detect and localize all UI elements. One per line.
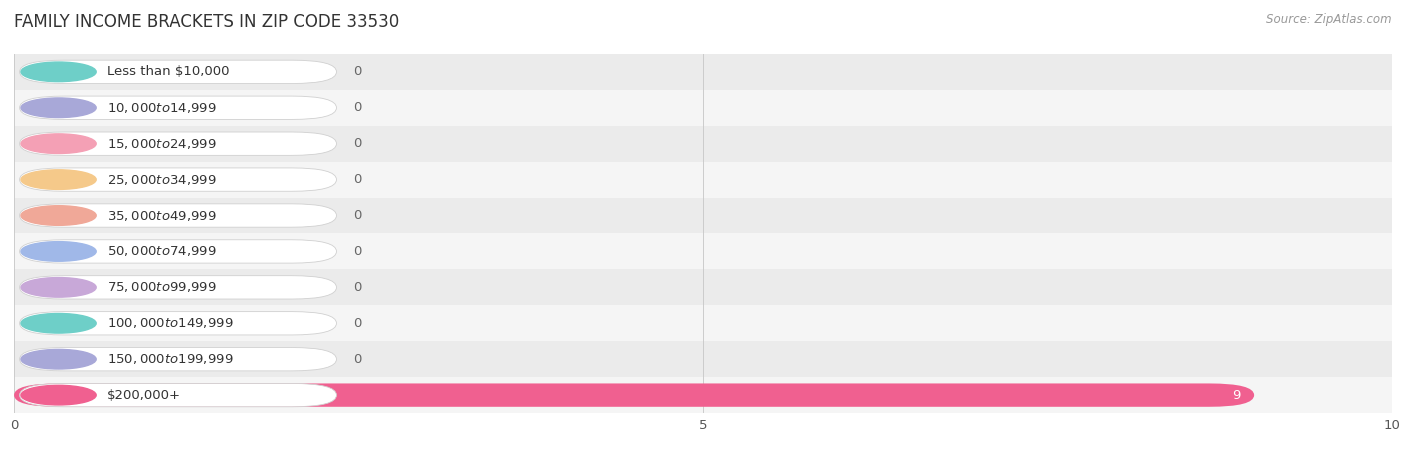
Text: $75,000 to $99,999: $75,000 to $99,999 [107, 280, 217, 295]
FancyBboxPatch shape [20, 383, 336, 407]
FancyBboxPatch shape [14, 383, 1254, 407]
Circle shape [21, 385, 96, 405]
Circle shape [21, 98, 96, 118]
Text: 0: 0 [353, 353, 361, 365]
Text: $15,000 to $24,999: $15,000 to $24,999 [107, 136, 217, 151]
FancyBboxPatch shape [20, 168, 336, 191]
FancyBboxPatch shape [20, 96, 336, 119]
Text: 0: 0 [353, 281, 361, 294]
Text: 9: 9 [1232, 389, 1240, 401]
Text: $25,000 to $34,999: $25,000 to $34,999 [107, 172, 217, 187]
FancyBboxPatch shape [20, 132, 336, 155]
Text: 0: 0 [353, 137, 361, 150]
FancyBboxPatch shape [14, 162, 1392, 198]
Text: $50,000 to $74,999: $50,000 to $74,999 [107, 244, 217, 259]
Text: $150,000 to $199,999: $150,000 to $199,999 [107, 352, 233, 366]
Text: 0: 0 [353, 101, 361, 114]
FancyBboxPatch shape [14, 377, 1392, 413]
Circle shape [21, 206, 96, 225]
FancyBboxPatch shape [14, 126, 1392, 162]
FancyBboxPatch shape [20, 276, 336, 299]
Circle shape [21, 277, 96, 297]
Text: 0: 0 [353, 66, 361, 78]
Text: 0: 0 [353, 317, 361, 330]
Text: $35,000 to $49,999: $35,000 to $49,999 [107, 208, 217, 223]
Text: 0: 0 [353, 173, 361, 186]
Circle shape [21, 134, 96, 154]
FancyBboxPatch shape [20, 60, 336, 84]
Text: Less than $10,000: Less than $10,000 [107, 66, 229, 78]
Text: $200,000+: $200,000+ [107, 389, 181, 401]
Text: Source: ZipAtlas.com: Source: ZipAtlas.com [1267, 13, 1392, 26]
Circle shape [21, 349, 96, 369]
Circle shape [21, 313, 96, 333]
Text: 0: 0 [353, 245, 361, 258]
Circle shape [21, 62, 96, 82]
Text: $100,000 to $149,999: $100,000 to $149,999 [107, 316, 233, 330]
FancyBboxPatch shape [14, 269, 1392, 305]
FancyBboxPatch shape [20, 240, 336, 263]
FancyBboxPatch shape [20, 348, 336, 371]
FancyBboxPatch shape [14, 54, 1392, 90]
FancyBboxPatch shape [20, 204, 336, 227]
FancyBboxPatch shape [20, 312, 336, 335]
FancyBboxPatch shape [14, 341, 1392, 377]
FancyBboxPatch shape [14, 198, 1392, 233]
FancyBboxPatch shape [14, 90, 1392, 126]
Circle shape [21, 170, 96, 189]
Text: $10,000 to $14,999: $10,000 to $14,999 [107, 101, 217, 115]
Circle shape [21, 242, 96, 261]
FancyBboxPatch shape [14, 233, 1392, 269]
Text: FAMILY INCOME BRACKETS IN ZIP CODE 33530: FAMILY INCOME BRACKETS IN ZIP CODE 33530 [14, 13, 399, 31]
FancyBboxPatch shape [14, 305, 1392, 341]
Text: 0: 0 [353, 209, 361, 222]
